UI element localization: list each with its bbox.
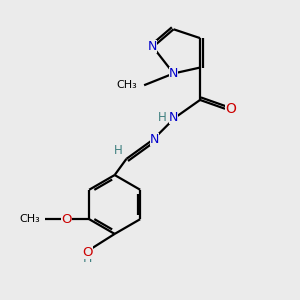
Text: N: N: [148, 40, 157, 53]
Text: CH₃: CH₃: [20, 214, 40, 224]
Text: H: H: [158, 110, 167, 124]
Text: N: N: [169, 67, 178, 80]
Text: CH₃: CH₃: [116, 80, 137, 90]
Text: N: N: [169, 111, 178, 124]
Text: O: O: [61, 213, 72, 226]
Text: O: O: [82, 246, 92, 259]
Text: H: H: [82, 252, 92, 265]
Text: H: H: [114, 144, 123, 157]
Text: O: O: [225, 102, 236, 116]
Text: N: N: [150, 133, 159, 146]
